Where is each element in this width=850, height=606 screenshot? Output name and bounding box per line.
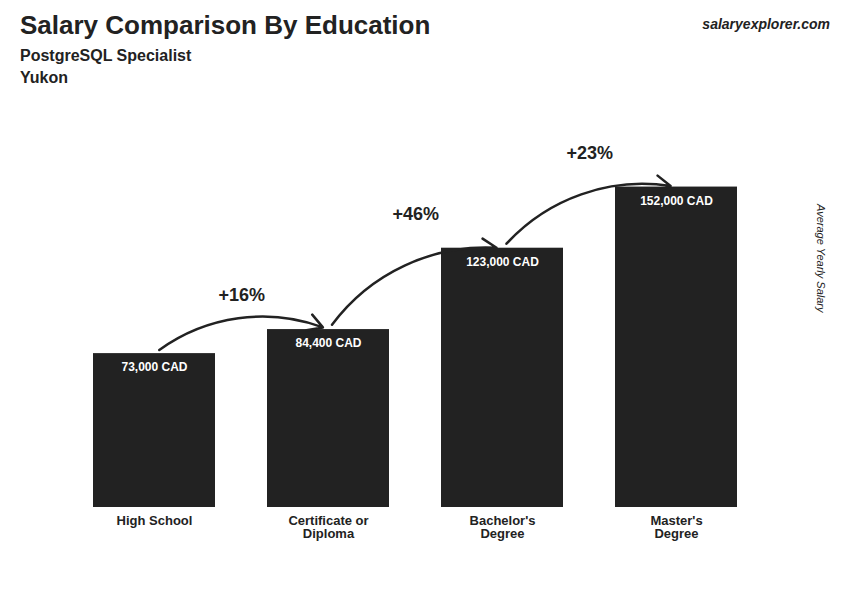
svg-text:+23%: +23%: [566, 143, 613, 163]
html-text:Yukon: Yukon: [20, 69, 68, 86]
svg-text:+46%: +46%: [392, 204, 439, 224]
svg-text:73,000 CAD: 73,000 CAD: [121, 360, 187, 374]
svg-text:84,400 CAD: 84,400 CAD: [295, 336, 361, 350]
html-text:PostgreSQL Specialist: PostgreSQL Specialist: [20, 47, 192, 64]
svg-text:+16%: +16%: [218, 285, 265, 305]
svg-text:High School: High School: [117, 513, 193, 528]
html-text:Salary Comparison By Education: Salary Comparison By Education: [20, 10, 431, 40]
svg-text:Average Yearly Salary: Average Yearly Salary: [815, 203, 827, 314]
svg-text:152,000 CAD: 152,000 CAD: [640, 194, 713, 208]
html-text:salaryexplorer.com: salaryexplorer.com: [702, 16, 830, 32]
svg-text:123,000 CAD: 123,000 CAD: [466, 255, 539, 269]
svg-text:Certificate orDiploma: Certificate orDiploma: [288, 513, 368, 541]
svg-text:Master'sDegree: Master'sDegree: [650, 513, 702, 541]
svg-text:Bachelor'sDegree: Bachelor'sDegree: [470, 513, 536, 541]
